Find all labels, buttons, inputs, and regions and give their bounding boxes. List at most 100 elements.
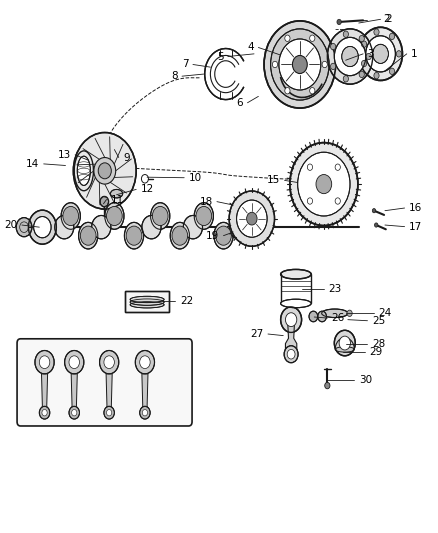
- Circle shape: [347, 310, 352, 317]
- Text: 18: 18: [199, 197, 212, 207]
- Text: 12: 12: [141, 184, 154, 195]
- Circle shape: [309, 311, 318, 322]
- Ellipse shape: [214, 222, 233, 249]
- Text: 22: 22: [180, 296, 193, 306]
- Polygon shape: [40, 374, 49, 415]
- Text: 30: 30: [359, 375, 372, 385]
- Text: 19: 19: [206, 231, 219, 241]
- Text: 16: 16: [409, 203, 422, 213]
- Circle shape: [35, 351, 54, 374]
- Circle shape: [359, 71, 364, 78]
- Circle shape: [28, 210, 57, 244]
- Text: 24: 24: [378, 308, 392, 318]
- Text: 6: 6: [237, 98, 243, 108]
- Text: 27: 27: [251, 329, 264, 339]
- Circle shape: [126, 226, 142, 245]
- Ellipse shape: [281, 269, 311, 279]
- Circle shape: [104, 406, 114, 419]
- Circle shape: [318, 311, 326, 322]
- Circle shape: [42, 409, 47, 416]
- Text: 1: 1: [411, 49, 418, 59]
- Bar: [125, 292, 169, 312]
- Circle shape: [331, 63, 336, 70]
- Text: 23: 23: [328, 284, 342, 294]
- Circle shape: [343, 31, 349, 37]
- Circle shape: [327, 29, 373, 84]
- Ellipse shape: [124, 222, 144, 249]
- Circle shape: [316, 174, 332, 193]
- Text: 20: 20: [4, 220, 18, 230]
- Circle shape: [290, 143, 358, 225]
- Circle shape: [284, 346, 298, 363]
- Circle shape: [389, 68, 395, 75]
- Circle shape: [104, 356, 114, 368]
- Text: 10: 10: [189, 173, 201, 183]
- Ellipse shape: [130, 296, 164, 303]
- Circle shape: [366, 53, 371, 60]
- Circle shape: [359, 36, 364, 42]
- Circle shape: [361, 41, 367, 47]
- Circle shape: [215, 226, 231, 245]
- Circle shape: [172, 226, 188, 245]
- Circle shape: [72, 409, 77, 416]
- Circle shape: [140, 356, 150, 368]
- Circle shape: [285, 87, 290, 94]
- Circle shape: [142, 215, 161, 239]
- Ellipse shape: [78, 222, 98, 249]
- Circle shape: [63, 206, 78, 225]
- Ellipse shape: [130, 302, 164, 308]
- Polygon shape: [141, 374, 149, 415]
- Text: 29: 29: [370, 346, 383, 357]
- Circle shape: [334, 37, 366, 76]
- Circle shape: [98, 163, 111, 179]
- Circle shape: [372, 208, 376, 213]
- Polygon shape: [286, 320, 297, 353]
- Text: 2: 2: [383, 14, 389, 24]
- Circle shape: [247, 212, 257, 225]
- Circle shape: [281, 307, 302, 333]
- Circle shape: [307, 164, 313, 171]
- Circle shape: [342, 46, 358, 67]
- Circle shape: [106, 206, 122, 225]
- Circle shape: [184, 215, 202, 239]
- Circle shape: [92, 215, 111, 239]
- Text: 8: 8: [171, 71, 178, 81]
- Circle shape: [334, 330, 355, 356]
- Text: 25: 25: [372, 316, 385, 326]
- Circle shape: [69, 406, 79, 419]
- Circle shape: [361, 60, 367, 67]
- Ellipse shape: [74, 151, 93, 191]
- Circle shape: [73, 133, 136, 209]
- Circle shape: [285, 35, 290, 42]
- Circle shape: [373, 44, 389, 63]
- Circle shape: [331, 43, 336, 50]
- Circle shape: [100, 196, 109, 207]
- Circle shape: [80, 226, 96, 245]
- Circle shape: [337, 19, 341, 25]
- Circle shape: [310, 87, 315, 94]
- Text: 26: 26: [332, 313, 345, 323]
- Circle shape: [135, 351, 155, 374]
- Circle shape: [339, 336, 350, 350]
- Ellipse shape: [130, 299, 164, 305]
- Circle shape: [16, 217, 32, 237]
- Circle shape: [272, 61, 278, 68]
- Polygon shape: [105, 374, 113, 415]
- Ellipse shape: [105, 203, 124, 229]
- Ellipse shape: [281, 299, 311, 308]
- Circle shape: [55, 215, 74, 239]
- Circle shape: [142, 409, 148, 416]
- Circle shape: [389, 33, 395, 39]
- Circle shape: [140, 406, 150, 419]
- Circle shape: [335, 198, 340, 204]
- Polygon shape: [70, 374, 78, 415]
- Circle shape: [229, 191, 275, 246]
- Ellipse shape: [61, 203, 80, 229]
- Text: 9: 9: [123, 152, 130, 163]
- Ellipse shape: [110, 189, 123, 198]
- Circle shape: [34, 216, 51, 238]
- Text: 14: 14: [26, 159, 39, 169]
- Circle shape: [396, 51, 402, 57]
- Circle shape: [39, 356, 50, 368]
- Circle shape: [99, 351, 119, 374]
